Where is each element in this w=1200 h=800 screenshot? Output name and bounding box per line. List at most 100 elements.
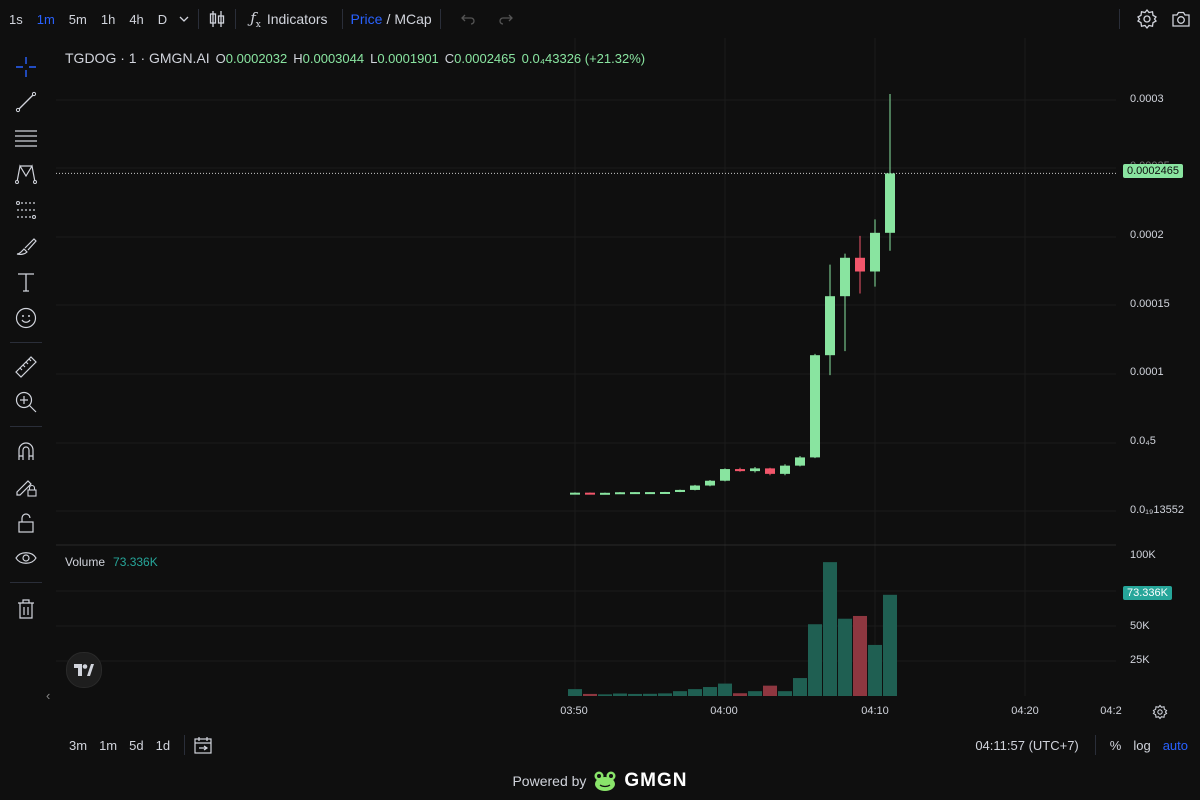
toolbar-divider xyxy=(184,735,186,755)
volume-bar xyxy=(808,624,822,696)
candle-body xyxy=(585,492,595,495)
clock[interactable]: 04:11:57 (UTC+7) xyxy=(975,737,1079,753)
candle-body xyxy=(600,492,610,495)
timeframe-1h[interactable]: 1h xyxy=(100,11,116,27)
toolbar-divider xyxy=(1119,9,1120,29)
fib-retracement-icon[interactable] xyxy=(12,196,40,224)
time-tick: 04:20 xyxy=(1011,705,1039,717)
volume-bar xyxy=(598,694,612,696)
price-tick: 0.0₄5 xyxy=(1130,435,1156,447)
volume-bar xyxy=(838,618,852,696)
volume-tag: 73.336K xyxy=(1123,586,1172,600)
range-5d[interactable]: 5d xyxy=(129,737,144,753)
percent-toggle[interactable]: % xyxy=(1109,737,1122,753)
redo-icon[interactable] xyxy=(497,10,515,28)
eye-icon[interactable] xyxy=(12,544,40,572)
close-value: 0.0002465 xyxy=(454,50,516,66)
chart-pane[interactable] xyxy=(56,38,1116,730)
price-toggle[interactable]: Price xyxy=(350,11,383,27)
candle-body xyxy=(570,492,580,495)
candle-body xyxy=(885,173,895,233)
tradingview-logo[interactable] xyxy=(66,652,102,688)
range-1m[interactable]: 1m xyxy=(99,737,118,753)
time-axis[interactable]: 03:50 04:00 04:10 04:20 04:2 xyxy=(56,700,1121,722)
mcap-toggle[interactable]: MCap xyxy=(394,11,432,27)
time-tick-partial: 04:2 xyxy=(1100,705,1122,717)
camera-icon[interactable] xyxy=(1170,8,1192,30)
symbol-title: TGDOG · 1 · GMGN.AI xyxy=(65,50,210,66)
volume-bar xyxy=(613,693,627,696)
volume-bar xyxy=(823,562,837,696)
chevron-down-icon[interactable] xyxy=(178,13,190,25)
volume-bar xyxy=(733,693,747,696)
lock-drawing-icon[interactable] xyxy=(12,473,40,501)
date-range-icon[interactable] xyxy=(193,735,213,755)
close-key: C xyxy=(444,50,455,66)
crosshair-icon[interactable] xyxy=(12,53,40,81)
trend-line-icon[interactable] xyxy=(12,88,40,116)
range-group: 3m 1m 5d 1d xyxy=(0,738,176,753)
ruler-icon[interactable] xyxy=(12,353,40,381)
volume-tick: 100K xyxy=(1130,549,1156,561)
candle-body xyxy=(660,491,670,494)
volume-label: Volume xyxy=(65,555,106,569)
emoji-icon[interactable] xyxy=(12,304,40,332)
price-mcap-toggle: Price / MCap xyxy=(351,11,432,27)
log-toggle[interactable]: log xyxy=(1133,737,1151,753)
time-tick: 04:00 xyxy=(710,705,738,717)
candle-body xyxy=(825,296,835,356)
candle-body xyxy=(765,468,775,474)
toggle-slash: / xyxy=(386,11,391,27)
current-price-tag: 0.0002465 xyxy=(1123,164,1183,178)
range-3m[interactable]: 3m xyxy=(69,737,88,753)
powered-by-footer[interactable]: Powered by GMGN xyxy=(0,765,1200,797)
trash-icon[interactable] xyxy=(12,595,40,623)
volume-bar xyxy=(748,691,762,696)
timeframe-5m[interactable]: 5m xyxy=(68,11,87,27)
auto-toggle[interactable]: auto xyxy=(1162,737,1188,753)
collapse-toolbar-icon[interactable]: ‹ xyxy=(46,688,51,703)
toolbar-divider xyxy=(10,342,42,343)
undo-icon[interactable] xyxy=(459,10,477,28)
unlock-icon[interactable] xyxy=(12,509,40,537)
open-key: O xyxy=(215,50,226,66)
toolbar-divider xyxy=(10,582,42,583)
gmgn-frog-icon xyxy=(592,770,618,792)
timeframe-group: 1s 1m 5m 1h 4h D xyxy=(0,12,174,27)
candle-body xyxy=(855,257,865,272)
candles-icon[interactable] xyxy=(207,9,227,29)
range-1d[interactable]: 1d xyxy=(155,737,171,753)
powered-by-label: Powered by xyxy=(512,773,587,789)
price-chart[interactable] xyxy=(56,38,1116,700)
timeframe-d[interactable]: D xyxy=(157,11,168,27)
settings-gear-icon[interactable] xyxy=(1136,8,1158,30)
volume-bar xyxy=(688,689,702,696)
brush-icon[interactable] xyxy=(12,232,40,260)
change-value: 0.0₄43326 (+21.32%) xyxy=(521,50,646,66)
volume-bar xyxy=(628,693,642,696)
magnet-icon[interactable] xyxy=(12,437,40,465)
price-tick: 0.0001 xyxy=(1130,366,1164,378)
text-tool-icon[interactable] xyxy=(12,268,40,296)
indicators-label: Indicators xyxy=(266,11,328,27)
volume-bar xyxy=(853,615,867,696)
zoom-in-icon[interactable] xyxy=(12,388,40,416)
low-key: L xyxy=(370,50,378,66)
timeframe-1m[interactable]: 1m xyxy=(36,11,55,27)
horizontal-lines-icon[interactable] xyxy=(12,124,40,152)
price-axis[interactable]: 0.0003 0.00025 0.0002465 0.0002 0.00015 … xyxy=(1116,38,1200,730)
toolbar-divider xyxy=(1094,735,1096,755)
candle-body xyxy=(615,492,625,495)
price-tick: 0.00015 xyxy=(1130,298,1170,310)
time-tick: 04:10 xyxy=(861,705,889,717)
price-tick: 0.0002 xyxy=(1130,229,1164,241)
pattern-tool-icon[interactable] xyxy=(12,160,40,188)
candle-body xyxy=(735,469,745,472)
indicators-button[interactable]: ƒx Indicators xyxy=(244,9,333,30)
axis-settings-gear-icon[interactable] xyxy=(1152,704,1168,720)
ohlc-legend: TGDOG · 1 · GMGN.AI O0.0002032 H0.000304… xyxy=(65,50,645,66)
toolbar-divider xyxy=(341,9,343,29)
gmgn-brand: GMGN xyxy=(624,770,688,791)
timeframe-4h[interactable]: 4h xyxy=(129,11,144,27)
timeframe-1s[interactable]: 1s xyxy=(9,11,23,27)
